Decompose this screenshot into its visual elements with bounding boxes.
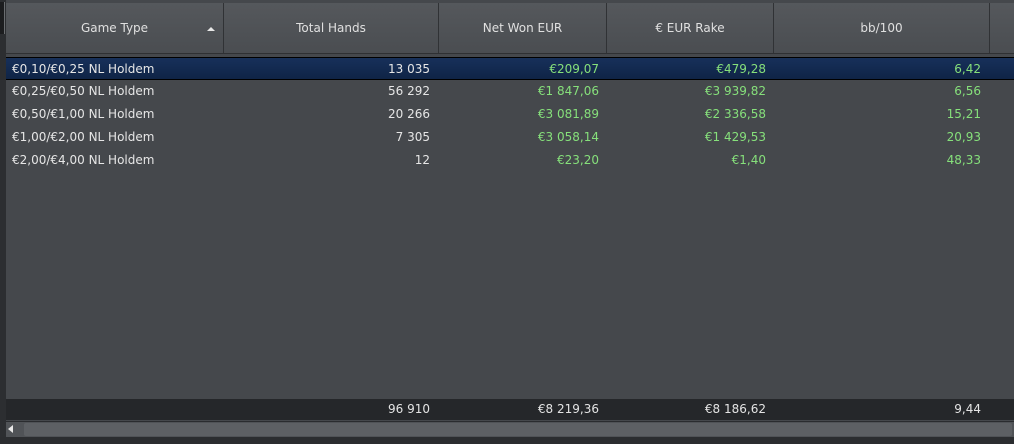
total-net-won: €8 219,36 [537,402,599,416]
column-header-rake[interactable]: € EUR Rake [607,3,774,53]
total-hands: 96 910 [388,402,430,416]
totals-row: 96 910 €8 219,36 €8 186,62 9,44 [6,399,1014,420]
cell-net-won: €23,20 [557,153,599,167]
horizontal-scrollbar[interactable] [6,421,1014,437]
table-row[interactable]: €0,50/€1,00 NL Holdem 20 266 €3 081,89 €… [6,103,1014,126]
total-bb100: 9,44 [954,402,981,416]
cell-game-type: €2,00/€4,00 NL Holdem [12,153,155,167]
column-header-label: Total Hands [296,21,366,35]
bottom-edge [0,437,1014,444]
cell-rake: €479,28 [716,62,766,76]
cell-bb100: 6,42 [954,62,981,76]
cell-game-type: €0,10/€0,25 NL Holdem [12,62,155,76]
cell-total-hands: 56 292 [388,84,430,98]
scrollbar-thumb[interactable] [24,423,1012,436]
column-header-net-won[interactable]: Net Won EUR [439,3,607,53]
cell-rake: €1,40 [731,153,766,167]
cell-rake: €2 336,58 [704,107,766,121]
column-header-label: € EUR Rake [655,21,725,35]
cell-game-type: €0,25/€0,50 NL Holdem [12,84,155,98]
cell-game-type: €0,50/€1,00 NL Holdem [12,107,155,121]
cell-bb100: 6,56 [954,84,981,98]
table-row[interactable]: €0,10/€0,25 NL Holdem 13 035 €209,07 €47… [6,57,1014,80]
cell-bb100: 20,93 [946,130,981,144]
total-rake: €8 186,62 [704,402,766,416]
table-row[interactable]: €0,25/€0,50 NL Holdem 56 292 €1 847,06 €… [6,80,1014,103]
column-header-label: bb/100 [860,21,903,35]
scroll-left-arrow-icon[interactable] [8,425,13,433]
cell-game-type: €1,00/€2,00 NL Holdem [12,130,155,144]
table-row[interactable]: €2,00/€4,00 NL Holdem 12 €23,20 €1,40 48… [6,149,1014,172]
cell-total-hands: 7 305 [395,130,430,144]
cell-bb100: 15,21 [946,107,981,121]
cell-net-won: €3 058,14 [537,130,599,144]
column-header-label: Net Won EUR [482,21,563,35]
cell-total-hands: 20 266 [388,107,430,121]
cell-total-hands: 12 [414,153,430,167]
cell-net-won: €1 847,06 [537,84,599,98]
cell-rake: €1 429,53 [704,130,766,144]
cell-total-hands: 13 035 [388,62,430,76]
cell-bb100: 48,33 [946,153,981,167]
corner-marker [0,2,5,34]
cell-rake: €3 939,82 [704,84,766,98]
cell-net-won: €209,07 [549,62,599,76]
sort-ascending-icon [207,27,215,31]
column-header-bb100[interactable]: bb/100 [774,3,990,53]
column-header-total-hands[interactable]: Total Hands [224,3,439,53]
table-header: Game Type Total Hands Net Won EUR € EUR … [6,3,1014,54]
column-header-game-type[interactable]: Game Type [6,3,224,53]
cell-net-won: €3 081,89 [537,107,599,121]
column-header-label: Game Type [80,21,149,35]
left-edge [0,0,6,444]
table-row[interactable]: €1,00/€2,00 NL Holdem 7 305 €3 058,14 €1… [6,126,1014,149]
